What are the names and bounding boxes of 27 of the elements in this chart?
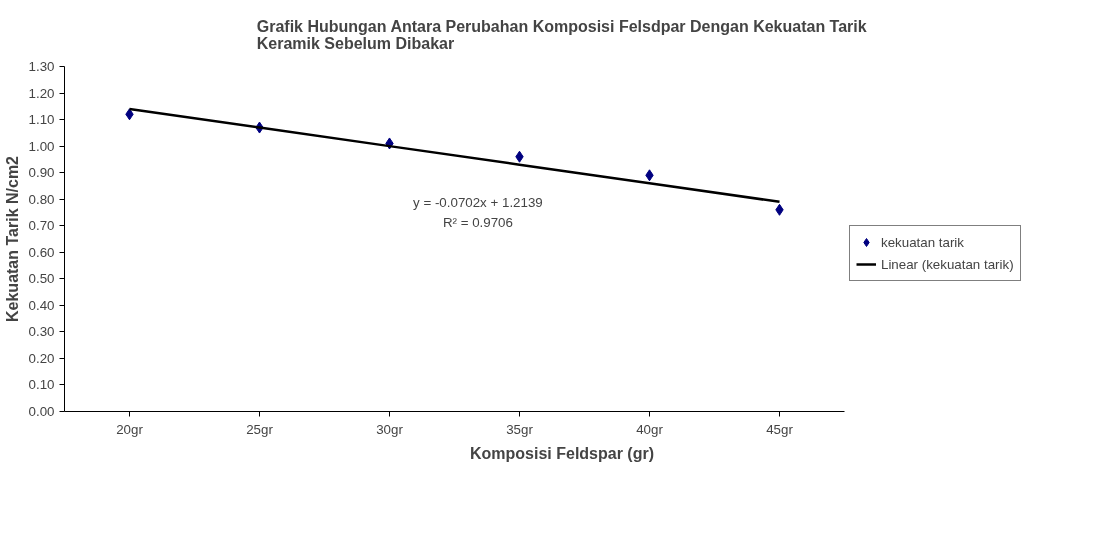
y-tick-label: 0.90 [28,165,55,181]
y-tick-label: 0.10 [28,377,55,393]
x-axis-title: Komposisi Feldspar (gr) [469,444,655,462]
x-tick-label: 25gr [246,421,274,437]
y-tick-label: 0.70 [28,218,55,234]
y-tick-label: 1.10 [28,112,55,128]
x-tick-label: 45gr [766,421,794,437]
legend-label: kekuatan tarik [881,234,964,250]
chart-title: Grafik Hubungan Antara Perubahan Komposisi Felsdpar Dengan Kekuatan Tarik Keramik Sebelum Dibakar [256,17,867,52]
y-tick-label: 1.30 [28,59,55,74]
y-tick-label: 0.80 [28,191,55,207]
x-tick-label: 20gr [116,421,144,437]
x-tick-label: 30gr [376,421,404,437]
y-tick-label: 0.60 [28,244,55,260]
x-tick-label: 35gr [506,421,534,437]
annotation: y = -0.0702x + 1.2139 [413,194,543,210]
y-tick-label: 0.50 [28,271,55,287]
x-tick-label: 40gr [636,421,664,437]
annotation: R² = 0.9706 [442,215,513,231]
y-tick-label: 0.00 [28,404,55,419]
y-tick-label: 1.20 [28,85,55,101]
y-tick-label: 0.30 [28,324,55,340]
legend-label: Linear (kekuatan tarik) [881,256,1014,272]
y-tick-label: 0.40 [28,297,55,313]
y-tick-label: 0.20 [28,350,55,366]
y-tick-label: 1.00 [28,138,55,154]
y-axis-title: Kekuatan Tarik N/cm2 [3,155,21,322]
